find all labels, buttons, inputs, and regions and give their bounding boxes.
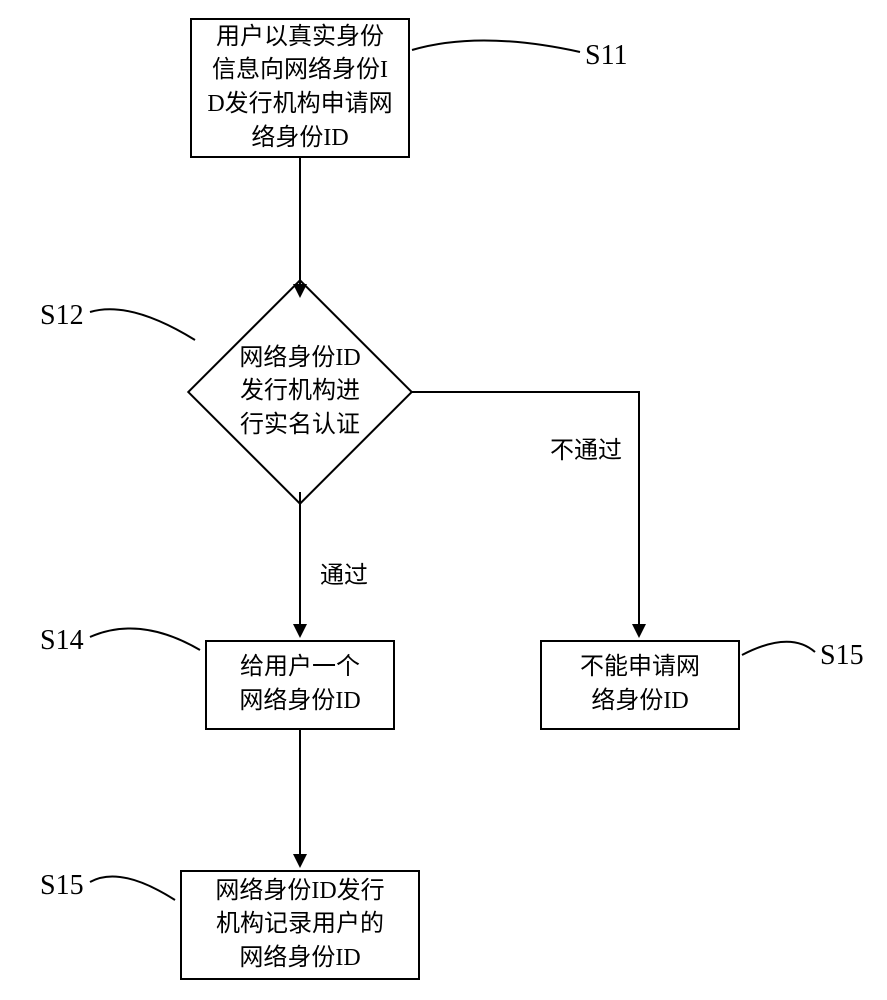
node-s15r: 不能申请网络身份ID xyxy=(540,640,740,730)
edge-e3-label: 不通过 xyxy=(550,430,622,465)
label-s12: S12 xyxy=(40,300,84,332)
edge-e4-line xyxy=(299,730,301,856)
label-s14: S14 xyxy=(40,625,84,657)
node-s15b: 网络身份ID发行机构记录用户的网络身份ID xyxy=(180,870,420,980)
label-s11: S11 xyxy=(585,40,628,72)
node-s14-text: 给用户一个网络身份ID xyxy=(239,651,360,718)
edge-e3-v xyxy=(638,391,640,626)
node-s12: 网络身份ID发行机构进行实名认证 xyxy=(170,292,430,492)
node-s15b-text: 网络身份ID发行机构记录用户的网络身份ID xyxy=(215,875,384,976)
node-s11: 用户以真实身份信息向网络身份ID发行机构申请网络身份ID xyxy=(190,18,410,158)
label-s15b: S15 xyxy=(40,870,84,902)
edge-e1-line xyxy=(299,158,301,286)
edge-e4-head xyxy=(293,854,307,868)
edge-e2-label: 通过 xyxy=(320,555,368,590)
edge-e3-h xyxy=(412,391,640,393)
edge-e1-head xyxy=(293,284,307,298)
node-s15r-text: 不能申请网络身份ID xyxy=(580,651,700,718)
node-s12-text: 网络身份ID发行机构进行实名认证 xyxy=(170,292,430,492)
label-s15r: S15 xyxy=(820,640,864,672)
node-s14: 给用户一个网络身份ID xyxy=(205,640,395,730)
edge-e2-line xyxy=(299,492,301,626)
node-s11-text: 用户以真实身份信息向网络身份ID发行机构申请网络身份ID xyxy=(207,21,392,155)
callout-s11 xyxy=(0,0,887,1000)
edge-e3-head xyxy=(632,624,646,638)
edge-e2-head xyxy=(293,624,307,638)
